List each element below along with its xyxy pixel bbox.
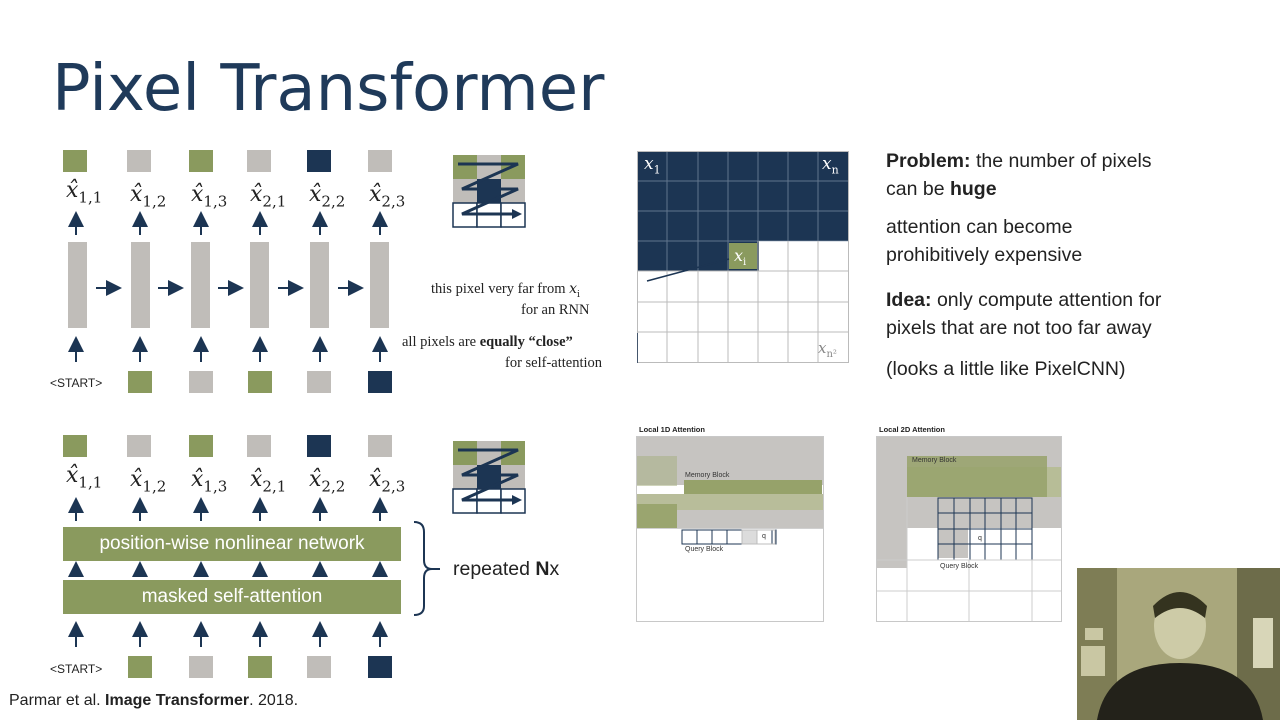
output-pixel: [368, 150, 392, 172]
local-1d-title: Local 1D Attention: [639, 425, 705, 434]
output-pixel: [247, 150, 271, 172]
output-pixel: [307, 150, 331, 172]
idea-text: Idea: only compute attention for: [886, 289, 1162, 311]
output-pixel: [63, 150, 87, 172]
grid-label-xi: xi: [734, 246, 747, 269]
output-pixel: [63, 435, 87, 457]
start-token: <START>: [50, 376, 103, 390]
local-2d-attention-figure: [876, 436, 1062, 622]
output-pixel: [189, 150, 213, 172]
input-pixel: [189, 656, 213, 678]
pixel-grid: [637, 151, 849, 363]
input-pixel: [128, 371, 152, 393]
local-2d-title: Local 2D Attention: [879, 425, 945, 434]
local-1d-attention-figure: [636, 436, 824, 622]
output-label: x̂2,2: [309, 182, 346, 211]
output-label: x̂1,3: [191, 182, 228, 211]
slide-title: Pixel Transformer: [52, 52, 605, 126]
masked-self-attention-layer: masked self-attention: [63, 580, 401, 614]
output-label: x̂2,2: [309, 467, 346, 496]
output-pixel: [189, 435, 213, 457]
output-arrows: [68, 211, 388, 235]
input-pixel: [307, 656, 331, 678]
transformer-diagram: [63, 435, 440, 678]
query-pixel-label: q: [978, 535, 982, 542]
input-pixel: [307, 371, 331, 393]
input-pixel: [128, 656, 152, 678]
output-label: x̂1,1: [66, 178, 103, 207]
attention-cost-text: attention can become: [886, 216, 1073, 238]
input-pixel: [248, 656, 272, 678]
rnn-distance-note-line2: for an RNN: [521, 302, 590, 318]
input-arrows: [68, 336, 388, 362]
query-block-label: Query Block: [940, 563, 979, 570]
attention-distance-note-line2: for self-attention: [505, 355, 603, 371]
problem-text-line2: can be huge: [886, 178, 997, 200]
idea-text-line2: pixels that are not too far away: [886, 317, 1152, 339]
grid-label-xn2: xn²: [818, 339, 837, 360]
rnn-diagram: [63, 150, 392, 393]
input-pixel: [368, 656, 392, 678]
output-pixel: [127, 150, 151, 172]
output-label: x̂1,3: [191, 467, 228, 496]
grid-label-x1: x1: [644, 154, 661, 177]
pixelcnn-aside: (looks a little like PixelCNN): [886, 358, 1126, 380]
rnn-distance-note: this pixel very far from xi: [431, 281, 580, 300]
rnn-cells: [68, 242, 389, 328]
input-pixel: [248, 371, 272, 393]
output-label: x̂2,3: [369, 182, 406, 211]
output-pixel: [127, 435, 151, 457]
output-label: x̂1,2: [130, 182, 167, 211]
input-pixel: [189, 371, 213, 393]
webcam-video: [1077, 568, 1280, 720]
memory-block-label: Memory Block: [685, 472, 730, 479]
output-pixel: [247, 435, 271, 457]
query-block-label: Query Block: [685, 546, 724, 553]
citation: Parmar et al. Image Transformer. 2018.: [9, 692, 299, 709]
attention-cost-text-line2: prohibitively expensive: [886, 244, 1083, 266]
query-pixel-label: q: [762, 533, 766, 540]
attention-distance-note: all pixels are equally “close”: [402, 334, 573, 350]
output-label: x̂2,1: [250, 182, 287, 211]
repeated-label: repeated Nx: [453, 558, 560, 580]
raster-scan-icon: [452, 155, 526, 228]
problem-text: Problem: the number of pixels: [886, 150, 1152, 172]
grid-label-xn: xn: [822, 154, 839, 177]
memory-block-label: Memory Block: [912, 457, 957, 464]
output-label: x̂2,1: [250, 467, 287, 496]
output-label: x̂2,3: [369, 467, 406, 496]
output-label: x̂1,2: [130, 467, 167, 496]
output-label: x̂1,1: [66, 463, 103, 492]
position-wise-network-layer: position-wise nonlinear network: [63, 527, 401, 561]
input-pixel: [368, 371, 392, 393]
raster-scan-icon: [452, 441, 526, 514]
output-pixel: [368, 435, 392, 457]
output-pixel: [307, 435, 331, 457]
start-token: <START>: [50, 662, 103, 676]
